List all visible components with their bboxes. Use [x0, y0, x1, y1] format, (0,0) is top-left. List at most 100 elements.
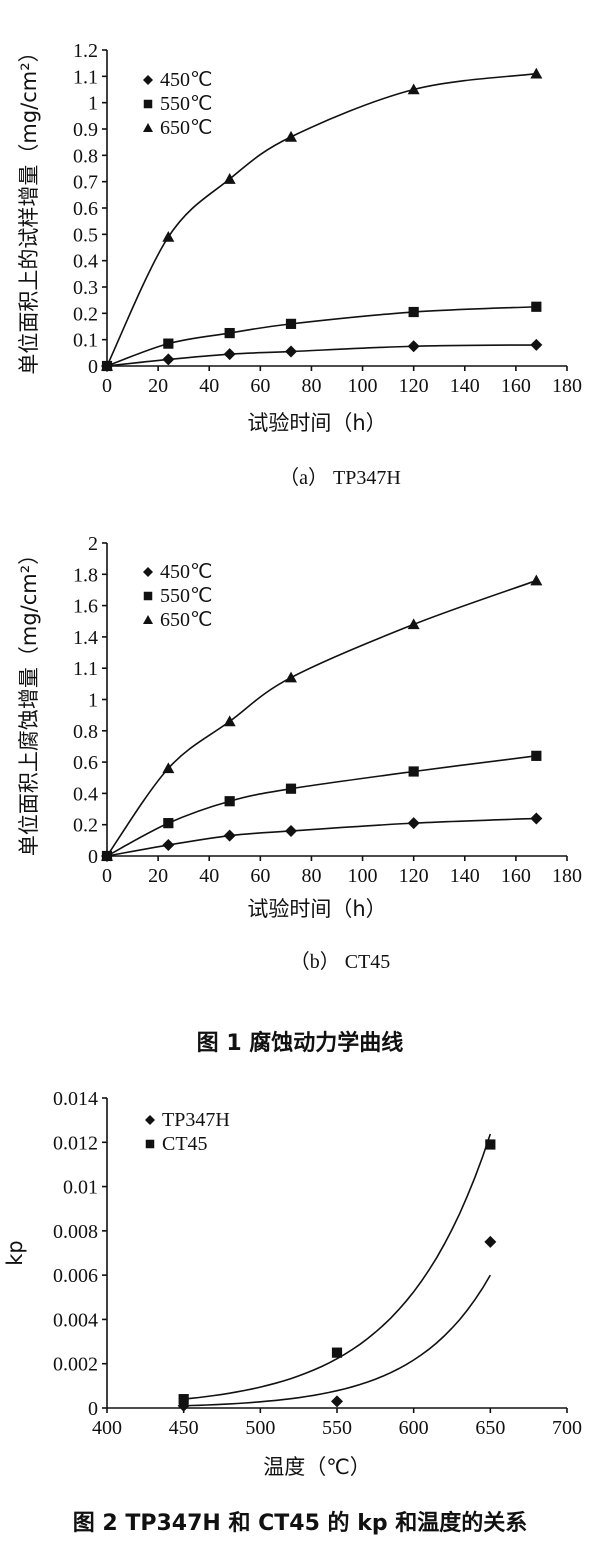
- legend-marker: [143, 567, 153, 577]
- x-tick-label: 140: [450, 375, 480, 397]
- y-tick-label: 0.6: [73, 198, 98, 220]
- data-point: [407, 83, 420, 95]
- figure-1-caption: 图 1 腐蚀动力学曲线: [197, 1030, 404, 1056]
- y-tick-label: 1.1: [73, 658, 98, 680]
- y-tick-label: 0.1: [73, 330, 98, 352]
- data-point: [162, 839, 175, 852]
- data-point: [485, 1139, 496, 1150]
- figure-2-caption: 图 2 TP347H 和 CT45 的 kp 和温度的关系: [73, 1510, 528, 1536]
- x-tick-label: 80: [301, 865, 321, 887]
- data-point: [162, 762, 175, 774]
- legend-label: 550℃: [160, 585, 212, 607]
- data-point: [530, 67, 543, 79]
- series-650℃: [101, 67, 543, 371]
- x-tick-label: 60: [250, 865, 270, 887]
- chart-2: 0 20 40 60 80 100 120 140 160 180 0 0.2 0.4 0.6 0.8 1 1.…: [17, 533, 582, 973]
- data-point: [285, 671, 297, 683]
- y-tick-label: 0.008: [53, 1221, 98, 1243]
- trend-line: [106, 72, 537, 367]
- data-point: [285, 345, 297, 358]
- legend-label: 650℃: [160, 609, 212, 631]
- y-axis-title: kp: [3, 1240, 27, 1266]
- x-tick-label: 60: [250, 375, 270, 397]
- y-tick-label: 2: [88, 533, 98, 555]
- y-tick-label: 1: [88, 690, 98, 712]
- y-axis-title: 单位面积上的试样增量（mg/cm²）: [17, 41, 41, 374]
- data-point: [530, 812, 543, 825]
- legend-marker: [143, 75, 153, 85]
- y-tick-label: 0.8: [73, 721, 98, 743]
- data-point: [531, 301, 542, 312]
- chart-subcaption: （b） CT45: [290, 950, 391, 973]
- y-tick-label: 0: [88, 356, 98, 378]
- data-point: [224, 327, 235, 339]
- data-point: [223, 173, 236, 184]
- data-point: [285, 783, 297, 794]
- legend-marker: [145, 1115, 155, 1125]
- legend-marker: [145, 1139, 155, 1149]
- data-point: [408, 766, 419, 777]
- data-point: [530, 338, 543, 351]
- x-tick-label: 100: [348, 865, 378, 887]
- data-point: [162, 230, 175, 242]
- x-tick-label: 120: [399, 375, 429, 397]
- chart-subcaption: （a） TP347H: [279, 466, 401, 489]
- y-tick-label: 0.012: [53, 1132, 98, 1154]
- data-point: [407, 618, 420, 630]
- data-point: [101, 360, 113, 371]
- data-point: [285, 130, 297, 142]
- y-tick-label: 0.2: [73, 303, 98, 325]
- y-tick-label: 0.014: [53, 1088, 98, 1110]
- x-tick-label: 450: [169, 1417, 199, 1439]
- chart-1: 0 20 40 60 80 100 120 140 160 180 0 0.1 0.2 0.3 0.4 0.5…: [17, 40, 582, 489]
- x-tick-label: 80: [301, 375, 321, 397]
- x-tick-label: 600: [399, 1417, 429, 1439]
- y-tick-label: 0.4: [73, 783, 98, 805]
- data-point: [285, 318, 297, 329]
- data-point: [407, 817, 420, 830]
- y-tick-label: 0.4: [73, 251, 98, 273]
- y-tick-label: 0.9: [73, 119, 98, 141]
- x-tick-label: 160: [501, 865, 531, 887]
- x-axis-title: 试验时间（h）: [247, 897, 386, 921]
- data-point: [285, 824, 297, 837]
- y-tick-label: 0.004: [53, 1309, 98, 1331]
- y-tick-label: 1.1: [73, 66, 98, 88]
- y-tick-label: 1: [88, 93, 98, 115]
- legend-marker: [143, 591, 153, 601]
- trend-line: [183, 1274, 491, 1407]
- x-tick-label: 100: [348, 375, 378, 397]
- legend-marker: [143, 123, 153, 132]
- x-tick-label: 40: [199, 865, 219, 887]
- x-tick-label: 40: [199, 375, 219, 397]
- y-tick-label: 0: [88, 1398, 98, 1420]
- series-CT45: [178, 1133, 496, 1405]
- legend-marker: [143, 99, 153, 109]
- y-tick-label: 0.5: [73, 224, 98, 246]
- data-point: [331, 1395, 343, 1408]
- x-tick-label: 550: [322, 1417, 352, 1439]
- data-point: [162, 353, 175, 366]
- data-point: [223, 348, 236, 361]
- x-tick-label: 160: [501, 375, 531, 397]
- x-tick-label: 400: [92, 1417, 122, 1439]
- trend-line: [106, 579, 537, 857]
- legend-label: TP347H: [162, 1109, 230, 1131]
- legend-label: 450℃: [160, 69, 212, 91]
- y-tick-label: 0.7: [73, 172, 98, 194]
- y-tick-label: 0.3: [73, 277, 98, 299]
- x-tick-label: 20: [148, 375, 168, 397]
- y-tick-label: 0.6: [73, 752, 98, 774]
- x-tick-label: 20: [148, 865, 168, 887]
- legend-marker: [143, 615, 153, 624]
- y-axis-title: 单位面积上腐蚀增量（mg/cm²）: [17, 544, 41, 856]
- data-point: [101, 850, 113, 861]
- data-point: [178, 1394, 189, 1405]
- y-tick-label: 0: [88, 846, 98, 868]
- legend-label: 550℃: [160, 93, 212, 115]
- x-tick-label: 500: [245, 1417, 275, 1439]
- x-tick-label: 120: [399, 865, 429, 887]
- y-tick-label: 0.2: [73, 815, 98, 837]
- x-tick-label: 180: [552, 375, 582, 397]
- series-650℃: [101, 574, 543, 861]
